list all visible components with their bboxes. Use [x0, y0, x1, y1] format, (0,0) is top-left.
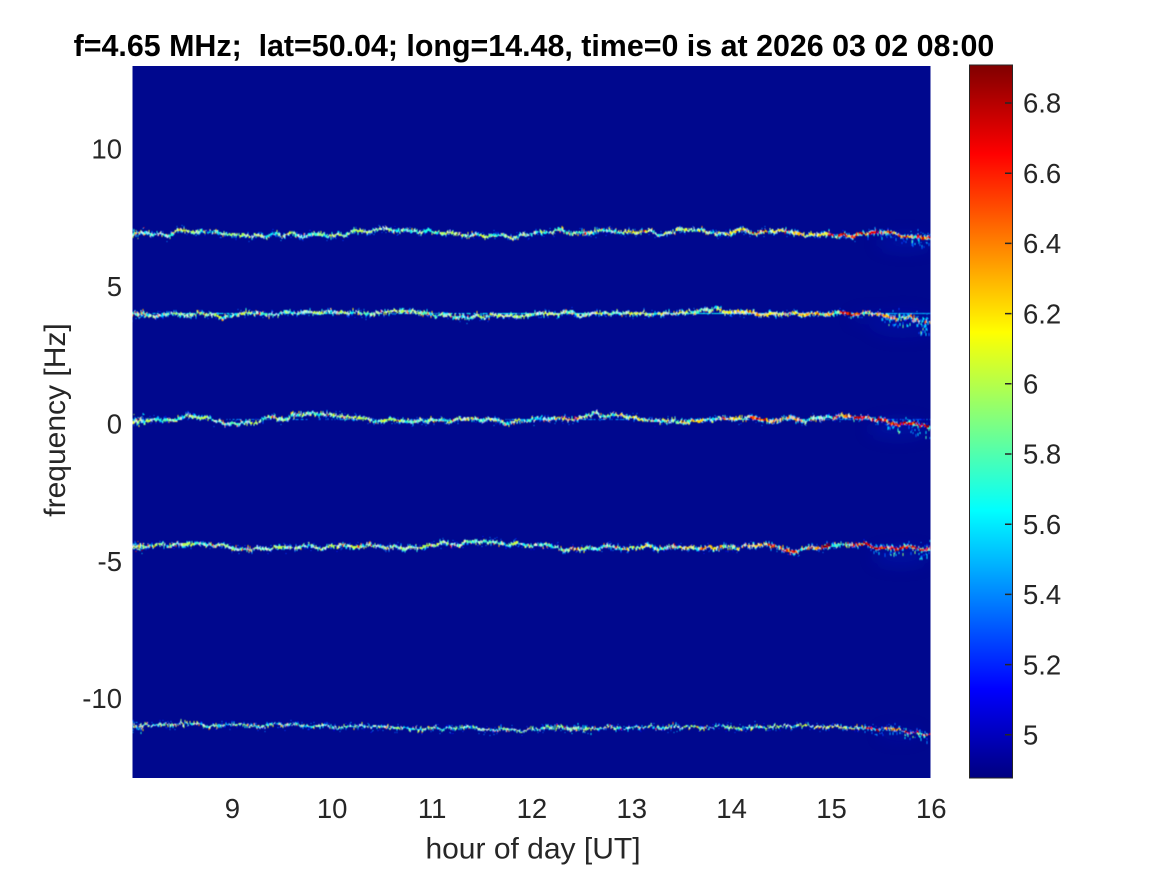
svg-text:10: 10 — [91, 134, 122, 165]
svg-text:6.8: 6.8 — [1023, 88, 1061, 119]
svg-text:5.8: 5.8 — [1023, 439, 1061, 470]
svg-text:6: 6 — [1023, 369, 1038, 400]
svg-text:11: 11 — [418, 793, 447, 824]
svg-text:6.6: 6.6 — [1023, 158, 1061, 189]
svg-text:13: 13 — [617, 793, 648, 824]
svg-text:15: 15 — [816, 793, 847, 824]
svg-text:10: 10 — [317, 793, 348, 824]
svg-text:frequency [Hz]: frequency [Hz] — [39, 323, 72, 516]
svg-text:0: 0 — [107, 408, 122, 439]
svg-text:f=4.65 MHz; lat=50.04; long=1: f=4.65 MHz; lat=50.04; long=14.48, time=… — [74, 29, 995, 63]
svg-text:5.2: 5.2 — [1023, 649, 1061, 680]
svg-text:5.4: 5.4 — [1023, 579, 1061, 610]
svg-text:hour of day [UT]: hour of day [UT] — [425, 833, 640, 866]
svg-text:5: 5 — [107, 271, 122, 302]
svg-text:5.6: 5.6 — [1023, 509, 1061, 540]
svg-text:5: 5 — [1023, 720, 1038, 751]
svg-text:-5: -5 — [98, 546, 122, 577]
svg-text:9: 9 — [225, 793, 240, 824]
svg-text:-10: -10 — [82, 683, 122, 714]
svg-text:12: 12 — [517, 793, 548, 824]
svg-text:6.2: 6.2 — [1023, 298, 1061, 329]
svg-text:6.4: 6.4 — [1023, 228, 1061, 259]
svg-text:14: 14 — [716, 793, 747, 824]
svg-text:16: 16 — [916, 793, 947, 824]
